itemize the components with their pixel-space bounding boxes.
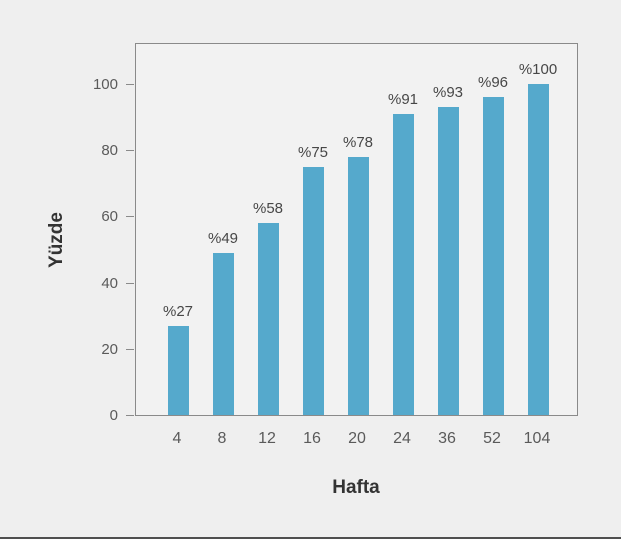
bar-value-label: %49 [207,230,239,247]
bar-value-label: %96 [477,74,509,91]
x-tick-label: 8 [217,430,227,447]
y-tick-label: 80 [101,142,118,159]
x-tick-label: 36 [438,430,456,447]
y-tick-mark [126,283,134,284]
bar-week-52 [482,97,504,415]
y-tick-label: 100 [92,76,118,93]
y-axis-title: Yüzde [46,212,67,268]
y-tick-mark [126,349,134,350]
y-tick-label: 0 [109,407,118,424]
y-tick-label: 20 [101,341,118,358]
bar-value-label: %75 [297,144,329,161]
x-axis-title: Hafta [332,477,380,498]
x-tick-label: 12 [258,430,276,447]
bar-value-label: %93 [432,84,464,101]
bar-value-label: %100 [518,61,558,78]
bar-week-8 [212,253,234,415]
x-tick-label: 16 [303,430,321,447]
window-bottom-edge [0,537,621,540]
bar-value-label: %78 [342,134,374,151]
bar-week-20 [347,157,369,415]
y-tick-label: 60 [101,208,118,225]
x-tick-label: 24 [393,430,411,447]
y-tick-label: 40 [101,275,118,292]
bar-week-4 [167,326,189,415]
bar-week-104 [527,84,549,415]
bar-value-label: %58 [252,200,284,217]
x-tick-label: 52 [483,430,501,447]
bar-value-label: %27 [162,303,194,320]
x-tick-label: 4 [172,430,182,447]
plot-area: %27 %49 %58 %75 %78 %91 %93 %96 %100 [135,43,578,416]
bar-week-24 [392,114,414,415]
x-tick-label: 104 [523,430,551,447]
bar-value-label: %91 [387,91,419,108]
bar-week-16 [302,167,324,415]
x-tick-label: 20 [348,430,366,447]
y-tick-mark [126,216,134,217]
y-tick-mark [126,415,134,416]
y-tick-mark [126,84,134,85]
bar-week-12 [257,223,279,415]
y-tick-mark [126,150,134,151]
bar-week-36 [437,107,459,415]
